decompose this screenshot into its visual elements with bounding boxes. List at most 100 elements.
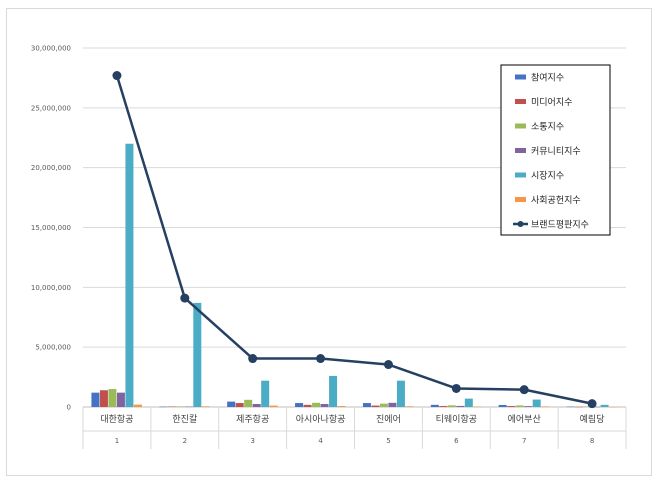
- x-axis: 대한항공 1 한진칼 2 제주항공 3 아시아나항공 4 진에어 5 티웨이항공 6 에어부산 7 예림당 8: [82, 407, 627, 449]
- legend-marker: [517, 221, 524, 227]
- category-label: 대한항공: [100, 414, 133, 425]
- bar: [176, 406, 185, 407]
- bar: [91, 392, 100, 407]
- bar: [261, 380, 270, 407]
- bar: [337, 406, 346, 407]
- legend-label: 참여지수: [531, 72, 564, 84]
- chart-canvas: 0 5,000,000 10,000,000 15,000,000 20,000,000…: [31, 45, 627, 449]
- legend-swatch: [515, 74, 526, 80]
- bar: [583, 406, 592, 408]
- category-index-label: 2: [183, 437, 187, 445]
- bar: [430, 404, 439, 407]
- bar: [227, 401, 236, 407]
- line-point: [112, 71, 122, 81]
- legend-swatch: [515, 197, 526, 202]
- bar: [125, 143, 134, 407]
- category-label: 진에어: [376, 414, 401, 425]
- bar: [464, 398, 473, 407]
- bar: [116, 392, 125, 407]
- bars: [91, 143, 618, 408]
- category-label: 티웨이항공: [436, 413, 477, 425]
- bar: [159, 406, 168, 408]
- chart-frame: 0 5,000,000 10,000,000 15,000,000 20,000,000…: [6, 8, 652, 476]
- bar: [456, 405, 465, 407]
- bar: [396, 380, 405, 407]
- legend-label: 커뮤니티지수: [531, 146, 581, 157]
- bar: [193, 302, 202, 407]
- bar: [609, 406, 618, 408]
- bar: [99, 390, 108, 407]
- legend-swatch: [515, 99, 526, 104]
- line-point: [180, 293, 190, 303]
- bar: [303, 404, 312, 407]
- category-label: 제주항공: [236, 414, 269, 425]
- bar: [312, 402, 321, 407]
- line-path: [115, 75, 593, 405]
- bar: [447, 405, 456, 407]
- category-label: 한진칼: [172, 414, 197, 425]
- y-tick-label: 10,000,000: [31, 284, 71, 292]
- y-tick-label: 0: [67, 404, 71, 412]
- bar: [498, 404, 507, 407]
- gridlines: [83, 47, 626, 408]
- bar: [600, 404, 609, 407]
- line-point: [519, 385, 529, 395]
- bar: [439, 406, 448, 407]
- bar: [108, 389, 117, 407]
- legend-label: 사회공헌지수: [531, 195, 581, 206]
- category-label: 에어부산: [508, 414, 541, 425]
- bar: [235, 403, 244, 407]
- brand-index-line: [112, 71, 597, 409]
- category-index-label: 5: [386, 437, 390, 445]
- bar: [473, 406, 482, 408]
- bar: [184, 406, 193, 408]
- bar: [167, 406, 176, 408]
- bar: [524, 406, 533, 407]
- legend-swatch: [515, 148, 526, 153]
- line-point: [248, 354, 258, 364]
- line-point: [316, 354, 326, 364]
- y-tick-label: 15,000,000: [31, 224, 71, 232]
- bar: [592, 406, 601, 408]
- bar: [371, 405, 380, 407]
- bar: [379, 403, 388, 407]
- bar: [269, 405, 278, 407]
- category-index-label: 7: [522, 437, 526, 445]
- line-point: [451, 383, 461, 393]
- bar: [515, 405, 524, 407]
- legend-label: 브랜드평판지수: [531, 220, 589, 231]
- y-tick-label: 20,000,000: [31, 164, 71, 172]
- category-label: 예림당: [580, 413, 605, 425]
- legend-label: 소통지수: [531, 122, 564, 133]
- legend-label: 시장지수: [531, 171, 564, 182]
- bar: [133, 404, 142, 407]
- legend-label: 미디어지수: [531, 97, 572, 108]
- bar: [507, 406, 516, 407]
- category-index-label: 6: [454, 437, 459, 445]
- bar: [320, 404, 329, 407]
- legend-swatch: [515, 172, 526, 178]
- line-point: [587, 399, 597, 409]
- y-axis: 0 5,000,000 10,000,000 15,000,000 20,000,000…: [31, 45, 71, 412]
- legend-swatch: [515, 123, 526, 129]
- bar: [201, 406, 210, 407]
- bar: [388, 402, 397, 407]
- category-index-label: 8: [590, 437, 594, 445]
- category-index-label: 1: [115, 437, 119, 445]
- line-point: [383, 360, 393, 370]
- category-index-label: 4: [318, 437, 323, 445]
- bar: [329, 375, 338, 407]
- bar: [541, 406, 550, 407]
- bar: [252, 404, 261, 407]
- bar: [566, 406, 575, 408]
- bar: [405, 406, 414, 407]
- bar: [575, 406, 584, 408]
- bar: [532, 399, 541, 407]
- category-index-label: 3: [250, 437, 254, 445]
- category-label: 아시아나항공: [296, 414, 346, 425]
- y-tick-label: 30,000,000: [31, 45, 71, 53]
- bar: [295, 403, 304, 407]
- bar: [362, 403, 371, 407]
- y-tick-label: 25,000,000: [31, 104, 71, 112]
